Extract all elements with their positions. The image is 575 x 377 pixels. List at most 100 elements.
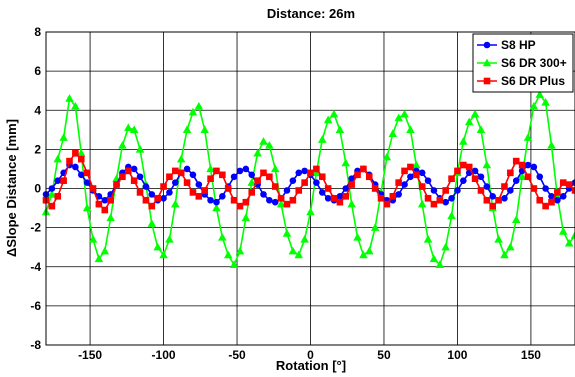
y-tick-label: 0	[34, 182, 41, 196]
data-point	[247, 178, 256, 186]
data-point	[536, 173, 544, 181]
data-point	[260, 169, 267, 177]
data-point	[530, 185, 538, 192]
legend-label: S8 HP	[501, 38, 536, 52]
data-point	[113, 181, 120, 188]
y-tick-label: 6	[34, 64, 41, 78]
data-point	[554, 189, 561, 196]
y-tick-label: -2	[30, 221, 41, 235]
data-point	[236, 167, 244, 175]
data-point	[271, 183, 279, 190]
data-point	[541, 97, 550, 106]
data-point	[254, 177, 261, 184]
data-point	[424, 194, 432, 202]
data-point	[160, 183, 167, 190]
data-point	[136, 173, 144, 181]
y-tick-label: -8	[30, 338, 41, 352]
data-point	[554, 196, 561, 204]
data-point	[542, 202, 549, 210]
data-point	[347, 199, 356, 208]
data-point	[219, 193, 226, 200]
data-point	[388, 129, 398, 137]
data-point	[66, 157, 73, 165]
data-point	[382, 152, 392, 161]
x-tick-label: -150	[78, 348, 102, 362]
data-point	[418, 169, 426, 177]
data-point	[512, 157, 520, 165]
data-point	[342, 185, 350, 192]
data-point	[413, 171, 420, 179]
y-tick-label: 4	[34, 103, 41, 117]
data-point	[83, 179, 91, 186]
data-point	[389, 193, 397, 200]
data-point	[159, 250, 168, 259]
data-point	[313, 165, 320, 173]
data-point	[495, 196, 502, 204]
data-point	[471, 175, 479, 183]
data-point	[166, 173, 173, 181]
data-point	[223, 250, 233, 259]
data-point	[270, 164, 280, 173]
data-point	[294, 250, 303, 259]
data-point	[353, 232, 362, 241]
legend-item-s6-dr-300: S6 DR 300+	[477, 56, 567, 70]
data-point	[77, 171, 85, 179]
data-point	[95, 200, 103, 208]
data-point	[306, 207, 315, 216]
data-point	[418, 183, 426, 190]
data-point	[276, 199, 286, 208]
data-point	[483, 183, 491, 190]
data-point	[559, 179, 567, 186]
data-point	[130, 165, 138, 173]
data-point	[88, 234, 98, 243]
data-point	[65, 94, 74, 102]
data-point	[547, 141, 556, 149]
data-point	[482, 160, 492, 169]
data-point	[524, 173, 532, 181]
data-point	[430, 200, 438, 208]
data-point	[177, 169, 185, 177]
data-point	[212, 203, 221, 212]
data-point	[48, 185, 56, 192]
chart-title: Distance: 26m	[267, 6, 355, 21]
data-point	[535, 90, 544, 98]
data-point	[195, 193, 203, 200]
data-point	[324, 194, 332, 202]
data-point	[207, 196, 214, 204]
data-point	[283, 200, 291, 208]
data-point	[129, 125, 139, 134]
data-point	[489, 193, 497, 200]
data-point	[483, 196, 491, 204]
data-point	[171, 199, 180, 208]
legend-label: S6 DR 300+	[501, 56, 567, 70]
data-point	[236, 202, 244, 210]
data-point	[82, 203, 92, 212]
data-point	[448, 175, 455, 183]
data-point	[307, 169, 314, 177]
data-point	[183, 179, 191, 186]
data-point	[570, 231, 575, 239]
data-point	[189, 189, 197, 196]
data-point	[330, 194, 338, 202]
data-point	[407, 163, 414, 171]
data-point	[529, 101, 539, 110]
data-point	[101, 206, 109, 214]
data-point	[136, 189, 144, 196]
data-point	[341, 158, 351, 167]
data-point	[230, 173, 238, 181]
y-tick-label: 2	[34, 142, 41, 156]
data-point	[289, 177, 297, 184]
data-point	[342, 193, 350, 200]
data-point	[465, 163, 473, 171]
data-point	[360, 165, 367, 173]
plot-frame	[45, 31, 575, 346]
data-point	[354, 171, 361, 179]
data-point	[442, 187, 449, 194]
data-point	[248, 171, 256, 179]
data-point	[166, 189, 173, 196]
data-point	[242, 165, 250, 173]
data-point	[71, 101, 80, 110]
data-point	[406, 125, 415, 134]
data-point	[442, 198, 449, 206]
data-point	[324, 185, 332, 192]
